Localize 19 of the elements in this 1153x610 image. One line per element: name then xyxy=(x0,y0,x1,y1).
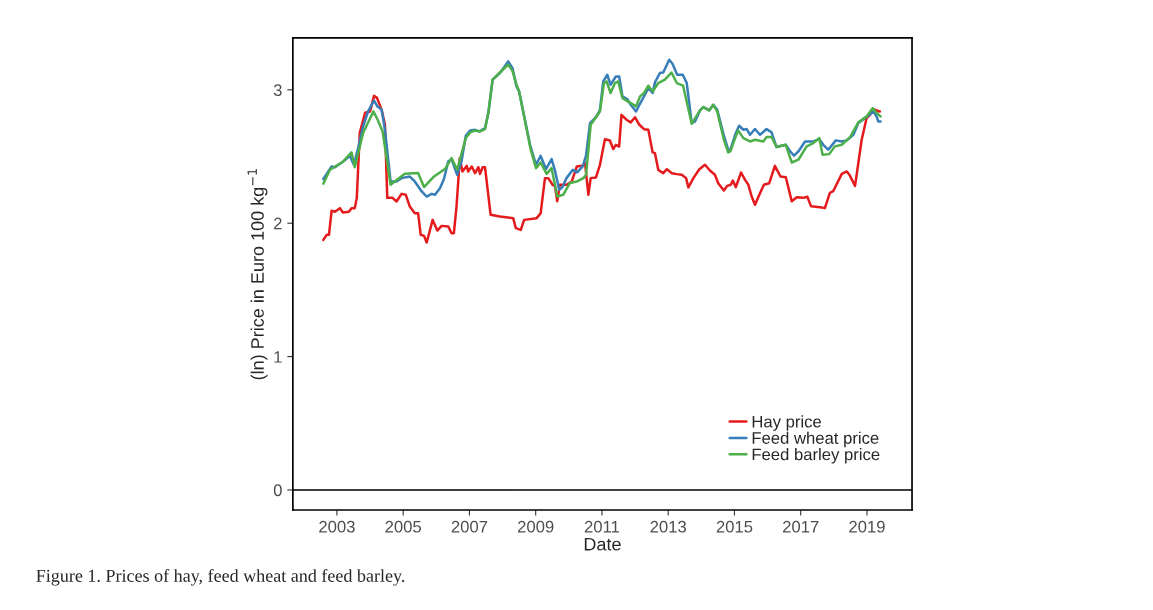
x-tick-label: 2009 xyxy=(517,520,554,533)
y-tick-label: 1 xyxy=(274,351,282,363)
x-tick-label: 2003 xyxy=(319,520,355,533)
x-axis-title: Date xyxy=(584,537,621,551)
legend-label: Hay price xyxy=(752,415,822,431)
x-tick-label: 2017 xyxy=(783,520,819,533)
y-tick-label: 2 xyxy=(274,217,282,230)
x-tick-label: 2015 xyxy=(716,520,753,533)
legend-label: Feed barley price xyxy=(752,448,880,464)
y-tick-label: 0 xyxy=(273,484,282,497)
x-tick-label: 2005 xyxy=(385,520,422,533)
x-tick-label: 2019 xyxy=(849,520,885,533)
x-tick-label: 2011 xyxy=(584,520,620,533)
y-axis-title: (ln) Price in Euro 100 kg$^{−1}$ xyxy=(247,169,268,380)
x-tick-label: 2013 xyxy=(650,520,687,533)
caption: Figure 1. Prices of hay, feed wheat and feed barley. xyxy=(36,568,405,586)
x-tick-label: 2007 xyxy=(451,520,488,533)
legend-label: Feed wheat price xyxy=(752,431,879,448)
y-tick-label: 3 xyxy=(273,84,282,97)
